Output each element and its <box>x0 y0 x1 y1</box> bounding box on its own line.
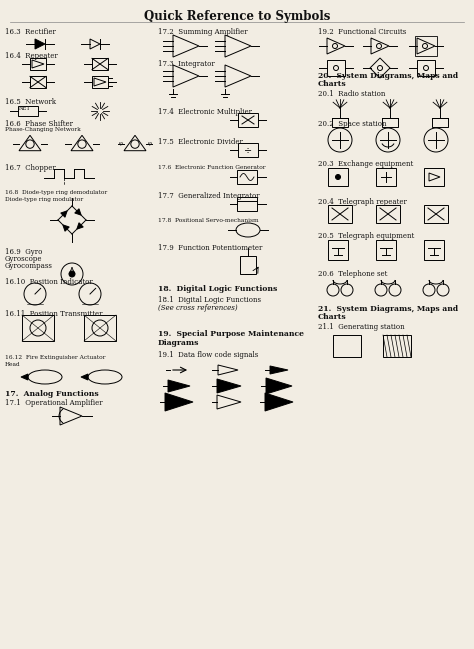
Text: NET: NET <box>19 106 31 111</box>
Bar <box>424 168 444 186</box>
Text: 17.7  Generalized Integrator: 17.7 Generalized Integrator <box>158 192 260 200</box>
Text: 16.9  Gyro: 16.9 Gyro <box>5 248 42 256</box>
Text: Diode-type ring modulator: Diode-type ring modulator <box>5 197 83 202</box>
Bar <box>424 205 448 223</box>
Bar <box>22 315 54 341</box>
Text: 17.1  Operational Amplifier: 17.1 Operational Amplifier <box>5 399 103 407</box>
Text: 17.9  Function Potentiometer: 17.9 Function Potentiometer <box>158 244 263 252</box>
Text: (See cross references): (See cross references) <box>158 304 237 312</box>
Polygon shape <box>217 379 241 393</box>
Text: 20.5  Telegraph equipment: 20.5 Telegraph equipment <box>318 232 414 240</box>
Polygon shape <box>168 380 190 392</box>
Polygon shape <box>270 366 288 374</box>
Polygon shape <box>21 374 28 380</box>
Bar <box>238 113 258 127</box>
Text: 21.1  Generating station: 21.1 Generating station <box>318 323 405 331</box>
Bar <box>333 335 361 357</box>
Text: 20.2  Space station: 20.2 Space station <box>318 120 386 128</box>
Text: 21.  System Diagrams, Maps and: 21. System Diagrams, Maps and <box>318 305 458 313</box>
Text: 19.2  Functional Circuits: 19.2 Functional Circuits <box>318 28 406 36</box>
Bar <box>383 335 411 357</box>
Text: 16.12  Fire Extinguisher Actuator: 16.12 Fire Extinguisher Actuator <box>5 355 106 360</box>
Circle shape <box>69 271 75 277</box>
Text: 20.1  Radio station: 20.1 Radio station <box>318 90 385 98</box>
Bar <box>328 240 348 260</box>
Bar <box>30 58 46 69</box>
Text: 17.8  Positional Servo-mechanism: 17.8 Positional Servo-mechanism <box>158 218 259 223</box>
Text: Charts: Charts <box>318 313 347 321</box>
Text: ÷: ÷ <box>244 145 252 155</box>
Text: 20.3  Exchange equipment: 20.3 Exchange equipment <box>318 160 413 168</box>
Bar <box>237 197 257 211</box>
Text: Diagrams: Diagrams <box>158 339 200 347</box>
Polygon shape <box>63 225 69 231</box>
Polygon shape <box>77 223 83 229</box>
Text: φ: φ <box>119 141 123 146</box>
Text: Quick Reference to Symbols: Quick Reference to Symbols <box>144 10 330 23</box>
Polygon shape <box>81 374 88 380</box>
Bar <box>332 118 348 127</box>
Circle shape <box>336 175 340 180</box>
Polygon shape <box>165 393 193 411</box>
Bar <box>382 118 398 127</box>
Text: 17.2  Summing Amplifier: 17.2 Summing Amplifier <box>158 28 247 36</box>
Bar <box>376 240 396 260</box>
Bar <box>84 315 116 341</box>
Text: 17.6  Electronic Function Generator: 17.6 Electronic Function Generator <box>158 165 265 170</box>
Text: 16.4  Repeater: 16.4 Repeater <box>5 52 58 60</box>
Text: 20.6  Telephone set: 20.6 Telephone set <box>318 270 387 278</box>
Bar <box>238 143 258 157</box>
Text: 19.  Special Purpose Maintenance: 19. Special Purpose Maintenance <box>158 330 304 338</box>
Text: 16.5  Network: 16.5 Network <box>5 98 56 106</box>
Text: 19.1  Data flow code signals: 19.1 Data flow code signals <box>158 351 258 359</box>
Text: 17.  Analog Functions: 17. Analog Functions <box>5 390 99 398</box>
Bar <box>432 118 448 127</box>
Bar <box>92 58 108 69</box>
Text: 17.4  Electronic Multiplier: 17.4 Electronic Multiplier <box>158 108 252 116</box>
Text: 17.5  Electronic Divider: 17.5 Electronic Divider <box>158 138 243 146</box>
Bar <box>18 106 38 116</box>
Bar <box>92 77 108 88</box>
Text: Charts: Charts <box>318 80 347 88</box>
Bar <box>30 77 46 88</box>
Text: φ: φ <box>148 141 152 146</box>
Text: 16.8  Diode-type ring demodulator: 16.8 Diode-type ring demodulator <box>5 190 107 195</box>
Text: 16.6  Phase Shifter: 16.6 Phase Shifter <box>5 120 73 128</box>
Text: 16.7  Chopper: 16.7 Chopper <box>5 164 56 172</box>
Bar <box>415 36 437 56</box>
Text: Phase-Changing Network: Phase-Changing Network <box>5 127 81 132</box>
Bar <box>417 60 435 76</box>
Text: 20.4  Telegraph repeater: 20.4 Telegraph repeater <box>318 198 407 206</box>
Text: 16.10  Position Indicator: 16.10 Position Indicator <box>5 278 93 286</box>
Text: 18.  Digital Logic Functions: 18. Digital Logic Functions <box>158 285 277 293</box>
Text: Gyrocompass: Gyrocompass <box>5 262 53 270</box>
Text: Gyroscope: Gyroscope <box>5 255 43 263</box>
Text: 16.3  Rectifier: 16.3 Rectifier <box>5 28 56 36</box>
Text: 17.3  Integrator: 17.3 Integrator <box>158 60 215 68</box>
Bar <box>376 205 400 223</box>
Polygon shape <box>75 209 81 215</box>
Polygon shape <box>265 393 293 411</box>
Bar <box>424 240 444 260</box>
Bar <box>328 205 352 223</box>
Text: 18.1  Digital Logic Functions: 18.1 Digital Logic Functions <box>158 296 261 304</box>
Text: 16.11  Position Transmitter: 16.11 Position Transmitter <box>5 310 102 318</box>
Bar <box>237 170 257 184</box>
Polygon shape <box>266 378 292 394</box>
Polygon shape <box>35 39 45 49</box>
Bar <box>328 168 348 186</box>
Text: 20.  System Diagrams, Maps and: 20. System Diagrams, Maps and <box>318 72 458 80</box>
Bar <box>376 168 396 186</box>
Polygon shape <box>61 211 67 217</box>
Bar <box>240 256 256 274</box>
Text: Head: Head <box>5 362 21 367</box>
Bar <box>327 60 345 76</box>
